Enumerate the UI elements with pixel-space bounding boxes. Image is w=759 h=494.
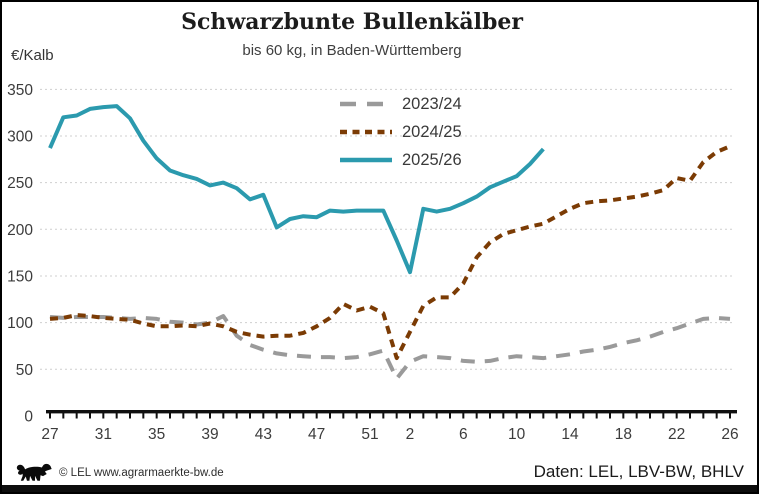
y-tick-label: 50 xyxy=(16,362,34,379)
lion-icon xyxy=(16,463,52,481)
series-line-2025-26 xyxy=(48,104,545,275)
y-tick-label: 150 xyxy=(7,268,33,285)
legend-label: 2024/25 xyxy=(402,122,462,141)
legend-item-2024-25: 2024/25 xyxy=(338,118,462,146)
x-tick-label: 35 xyxy=(148,426,165,443)
legend-line-sample-2023-24 xyxy=(340,101,392,107)
legend-line-sample-2025-26 xyxy=(340,157,392,163)
x-tick-label: 6 xyxy=(459,426,468,443)
data-source-text: Daten: LEL, LBV-BW, BHLV xyxy=(533,462,744,481)
legend: 2023/24 2024/25 2025/26 xyxy=(338,90,462,174)
y-tick-label: 100 xyxy=(7,315,33,332)
x-tick-label: 26 xyxy=(721,426,738,443)
x-axis xyxy=(46,410,737,419)
lel-lion-logo xyxy=(15,461,55,482)
x-tick-label: 18 xyxy=(615,426,632,443)
legend-label: 2025/26 xyxy=(402,150,462,169)
legend-line-sample-2024-25 xyxy=(340,129,392,135)
x-axis-tick-labels: 27 31 35 39 43 47 51 2 6 10 14 18 22 26 xyxy=(41,426,738,443)
x-tick-label: 31 xyxy=(95,426,112,443)
series-line-2024-25 xyxy=(49,144,731,361)
y-tick-label: 200 xyxy=(7,222,33,239)
y-tick-label: 250 xyxy=(7,175,33,192)
x-tick-label: 27 xyxy=(41,426,58,443)
x-tick-label: 2 xyxy=(406,426,415,443)
legend-label: 2023/24 xyxy=(402,94,462,113)
legend-item-2023-24: 2023/24 xyxy=(338,90,462,118)
x-tick-label: 10 xyxy=(508,426,526,443)
y-tick-label: 350 xyxy=(7,82,33,99)
legend-item-2025-26: 2025/26 xyxy=(338,146,462,174)
x-tick-label: 39 xyxy=(201,426,218,443)
y-axis-unit-label: €/Kalb xyxy=(11,47,54,64)
y-tick-label: 0 xyxy=(24,408,33,425)
x-tick-label: 14 xyxy=(561,426,579,443)
x-tick-label: 22 xyxy=(668,426,685,443)
gridlines xyxy=(40,88,735,370)
copyright-text: © LEL www.agrarmaerkte-bw.de xyxy=(59,467,224,479)
series-line-2023-24 xyxy=(49,314,731,381)
x-tick-label: 47 xyxy=(308,426,325,443)
x-tick-label: 43 xyxy=(255,426,272,443)
y-axis-tick-labels: 0 50 100 150 200 250 300 350 xyxy=(7,82,33,426)
footer-bar xyxy=(2,485,757,492)
x-tick-label: 51 xyxy=(361,426,378,443)
y-tick-label: 300 xyxy=(7,129,33,146)
